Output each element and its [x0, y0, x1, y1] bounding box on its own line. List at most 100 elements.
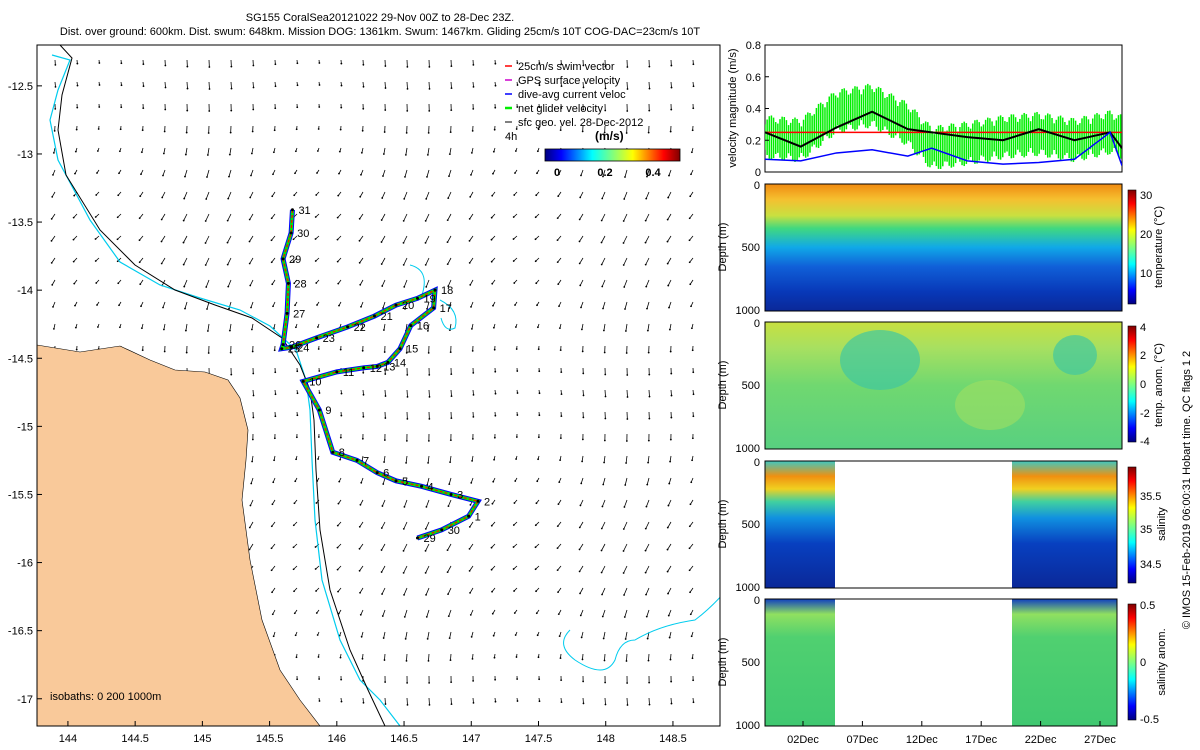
track-point-2	[467, 514, 471, 518]
current-vector-head-807	[624, 638, 627, 640]
current-vector-head-557	[450, 417, 453, 420]
current-vector-head-689	[538, 678, 541, 681]
current-vector-head-497	[406, 417, 409, 420]
map-ytick-label-8: -16.5	[8, 626, 33, 638]
current-vector-7	[51, 213, 56, 220]
track-point-19	[433, 288, 437, 292]
current-vector-head-70	[94, 260, 97, 262]
current-vector-562	[447, 543, 452, 551]
current-vector-head-406	[340, 392, 343, 395]
current-vector-head-4	[53, 129, 56, 132]
track-day-label-19: 18	[441, 285, 453, 297]
track-day-label-3: 2	[484, 496, 490, 508]
current-vector-head-372	[316, 304, 318, 306]
current-vector-head-353	[292, 546, 295, 549]
current-vector-head-121	[142, 63, 145, 66]
current-vector-222	[207, 323, 210, 332]
current-vector-727	[579, 213, 584, 220]
temp-anomaly-colorbar-label: temp. anom. (°C)	[1153, 343, 1165, 427]
current-vector-head-603	[494, 106, 497, 109]
current-vector-head-737	[582, 416, 585, 419]
current-vector-head-741	[579, 504, 582, 507]
current-vector-head-102	[118, 304, 120, 307]
current-vector-head-684	[534, 568, 537, 571]
current-vector-head-531	[425, 506, 428, 508]
colorbar-unit: (m/s)	[595, 129, 624, 143]
current-vector-head-375	[318, 370, 321, 372]
current-vector-head-301	[274, 63, 277, 66]
current-vector-head-637	[513, 194, 516, 196]
current-vector-head-481	[406, 65, 409, 68]
current-vector-728	[579, 235, 584, 242]
temperature-colorbar-label: temperature (°C)	[1153, 206, 1165, 288]
current-vector-852	[669, 323, 672, 330]
current-vector-head-728	[578, 218, 581, 221]
current-vector-475	[382, 609, 386, 617]
isobath-note: isobaths: 0 200 1000m	[50, 691, 161, 703]
current-vector-head-369	[314, 238, 317, 240]
current-vector-head-506	[403, 615, 406, 618]
current-vector-head-697	[557, 195, 560, 198]
map-ytick-label-3: -14	[17, 285, 33, 297]
current-vector-head-651	[513, 502, 516, 504]
current-vector-head-776	[601, 615, 604, 618]
current-vector-head-315	[274, 371, 277, 374]
current-vector-head-467	[384, 417, 387, 419]
current-vector-head-378	[317, 436, 320, 438]
current-vector-head-244	[229, 131, 232, 134]
current-vector-head-432	[360, 305, 362, 308]
current-vector-head-508	[405, 659, 408, 662]
current-vector-head-411	[337, 502, 340, 505]
current-vector-head-687	[536, 634, 539, 637]
track-day-label-31: 30	[297, 228, 309, 240]
current-vector-head-534	[424, 572, 427, 574]
current-vector-head-677	[538, 414, 541, 417]
current-vector-579	[469, 257, 474, 264]
current-vector-head-337	[293, 194, 296, 197]
current-vector-473	[381, 565, 386, 573]
current-vector-821	[646, 301, 650, 309]
current-vector-head-503	[402, 549, 405, 552]
map-frame	[36, 44, 721, 727]
current-vector-head-398	[336, 216, 339, 219]
current-vector-head-354	[292, 568, 295, 571]
current-vector-head-2	[54, 85, 57, 88]
track-day-label-10: 9	[325, 405, 331, 417]
time-tick-label-0: 02Dec	[787, 734, 819, 746]
current-vector-head-483	[406, 109, 409, 112]
current-vector-850	[667, 279, 672, 286]
current-vector-head-559	[449, 461, 452, 464]
current-vector-head-724	[581, 130, 584, 133]
current-vector-head-828	[647, 439, 650, 442]
current-vector-head-658	[515, 656, 518, 658]
current-vector-head-342	[294, 304, 296, 307]
current-vector-head-340	[292, 260, 295, 263]
current-vector-head-700	[556, 261, 559, 264]
current-vector-head-63	[98, 106, 101, 108]
current-vector-head-498	[405, 439, 408, 442]
current-vector-578	[469, 235, 474, 242]
current-vector-head-287	[252, 416, 255, 419]
current-vector-head-796	[626, 396, 629, 398]
current-vector-head-12	[52, 305, 54, 308]
current-vector-head-543	[450, 109, 453, 112]
current-vector-head-418	[339, 656, 342, 659]
current-vector-head-882	[690, 305, 692, 308]
current-vector-head-550	[446, 263, 449, 266]
current-vector-528	[427, 455, 430, 463]
current-vector-head-451	[384, 65, 387, 67]
current-vector-290	[250, 499, 254, 506]
current-vector-head-875	[690, 151, 693, 154]
current-vector-head-748	[581, 658, 584, 661]
current-vector-278	[249, 235, 254, 242]
current-vector-744	[579, 587, 584, 594]
current-vector-544	[449, 147, 452, 155]
current-vector-157	[161, 213, 166, 220]
current-vector-head-514	[427, 132, 430, 134]
current-vector-762	[603, 323, 606, 331]
current-vector-head-392	[340, 84, 343, 87]
track-day-label-9: 8	[339, 447, 345, 459]
current-vector-head-802	[622, 528, 625, 530]
current-vector-head-408	[339, 436, 342, 439]
